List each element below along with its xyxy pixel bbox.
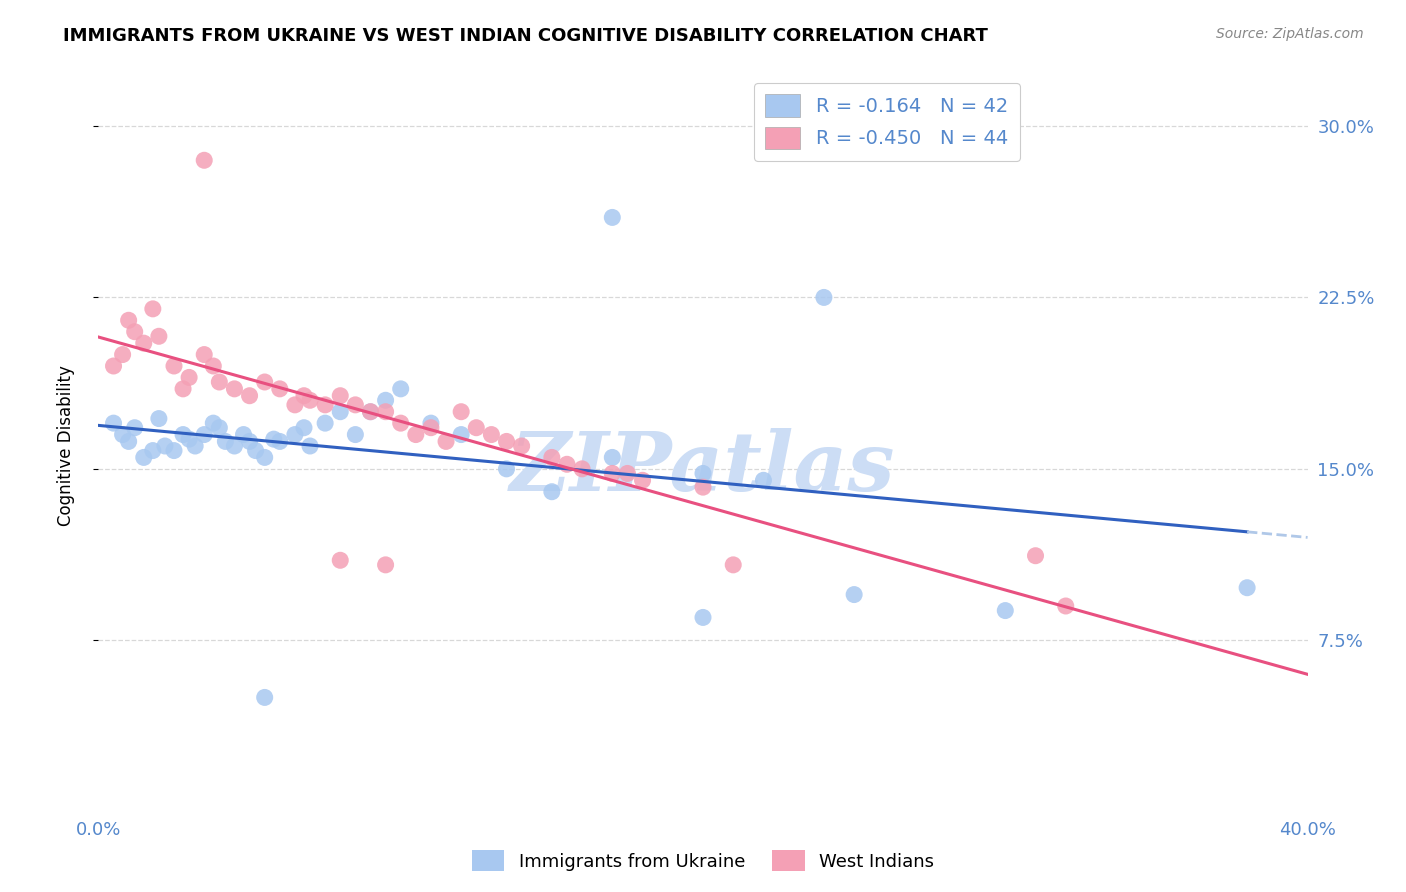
Point [602,450,624,465]
Point [292,389,315,403]
Point [103,416,125,430]
Point [420,416,443,430]
Point [360,405,382,419]
Point [292,421,315,435]
Point [299,393,322,408]
Point [510,439,533,453]
Point [263,432,285,446]
Point [420,421,443,435]
Point [103,359,125,373]
Point [179,432,201,446]
Point [111,427,134,442]
Point [208,375,231,389]
Point [344,398,367,412]
Point [202,359,225,373]
Point [540,450,562,465]
Point [329,389,352,403]
Point [329,553,352,567]
Point [495,462,517,476]
Point [450,427,472,442]
Point [314,416,336,430]
Point [752,473,775,487]
Point [214,434,236,449]
Point [344,427,367,442]
Point [148,411,170,425]
Point [148,329,170,343]
Point [602,467,624,481]
Point [571,462,593,476]
Point [124,325,146,339]
Point [224,382,246,396]
Point [465,421,488,435]
Point [193,347,215,362]
Point [124,421,146,435]
Point [239,389,262,403]
Point [602,211,624,225]
Point [723,558,745,572]
Point [284,427,307,442]
Text: Source: ZipAtlas.com: Source: ZipAtlas.com [1216,27,1364,41]
Point [208,421,231,435]
Point [692,610,714,624]
Point [224,439,246,453]
Point [253,690,276,705]
Point [163,359,186,373]
Point [389,416,412,430]
Point [374,393,396,408]
Point [193,427,215,442]
Point [616,467,638,481]
Point [269,382,291,396]
Point [434,434,457,449]
Point [481,427,503,442]
Point [253,375,276,389]
Point [132,450,155,465]
Point [1054,599,1077,613]
Point [172,382,194,396]
Point [253,450,276,465]
Point [813,290,835,304]
Point [142,443,165,458]
Point [405,427,427,442]
Point [314,398,336,412]
Legend: R = -0.164   N = 42, R = -0.450   N = 44: R = -0.164 N = 42, R = -0.450 N = 44 [754,83,1019,161]
Point [111,347,134,362]
Point [374,558,396,572]
Point [284,398,307,412]
Point [540,484,562,499]
Point [692,480,714,494]
Point [1236,581,1258,595]
Point [450,405,472,419]
Point [172,427,194,442]
Point [184,439,207,453]
Point [232,427,254,442]
Point [239,434,262,449]
Point [1024,549,1046,563]
Point [692,467,714,481]
Point [299,439,322,453]
Point [495,434,517,449]
Point [631,473,654,487]
Legend: Immigrants from Ukraine, West Indians: Immigrants from Ukraine, West Indians [464,843,942,879]
Point [389,382,412,396]
Point [132,336,155,351]
Point [118,313,141,327]
Point [153,439,176,453]
Point [269,434,291,449]
Point [844,588,866,602]
Point [374,405,396,419]
Point [994,604,1017,618]
Y-axis label: Cognitive Disability: Cognitive Disability [56,366,75,526]
Point [193,153,215,168]
Point [142,301,165,316]
Text: IMMIGRANTS FROM UKRAINE VS WEST INDIAN COGNITIVE DISABILITY CORRELATION CHART: IMMIGRANTS FROM UKRAINE VS WEST INDIAN C… [63,27,988,45]
Point [245,443,267,458]
Point [163,443,186,458]
Point [179,370,201,384]
Point [118,434,141,449]
Point [202,416,225,430]
Point [555,458,578,472]
Text: ZIPatlas: ZIPatlas [510,428,896,508]
Point [329,405,352,419]
Point [360,405,382,419]
